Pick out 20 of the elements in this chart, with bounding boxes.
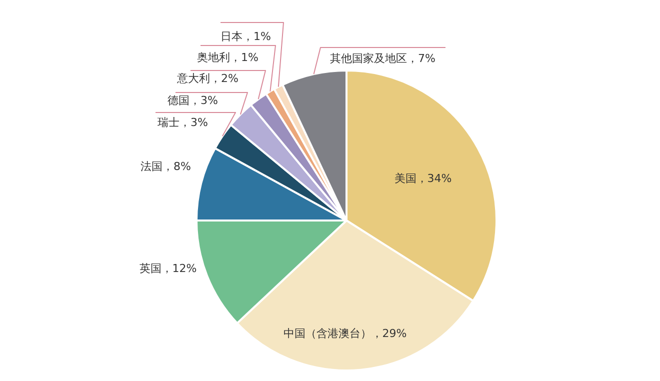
slice-label: 英国: [139, 262, 162, 275]
slice-label: 美国: [394, 172, 416, 185]
slice-label: 法国: [140, 160, 162, 173]
data-label: ，29%: [371, 327, 407, 340]
data-label: ，1%: [230, 51, 258, 64]
data-label: ，2%: [210, 72, 238, 85]
data-label: ，3%: [190, 94, 218, 107]
slice-label: 瑞士: [158, 116, 180, 129]
slice-label: 德国: [168, 94, 190, 107]
slice-label: 中国（含港澳台）: [283, 327, 372, 340]
data-label: ，1%: [242, 30, 271, 43]
data-label: ，7%: [407, 52, 436, 65]
data-label: ，12%: [161, 262, 197, 275]
slice-label: 意大利: [176, 72, 210, 85]
data-label: ，34%: [416, 172, 452, 185]
slice-label: 奥地利: [197, 51, 230, 64]
data-label: ，8%: [162, 160, 191, 173]
slice-label: 日本: [220, 30, 242, 43]
slice-label: 其他国家及地区: [330, 52, 407, 65]
data-label: ，3%: [180, 116, 208, 129]
